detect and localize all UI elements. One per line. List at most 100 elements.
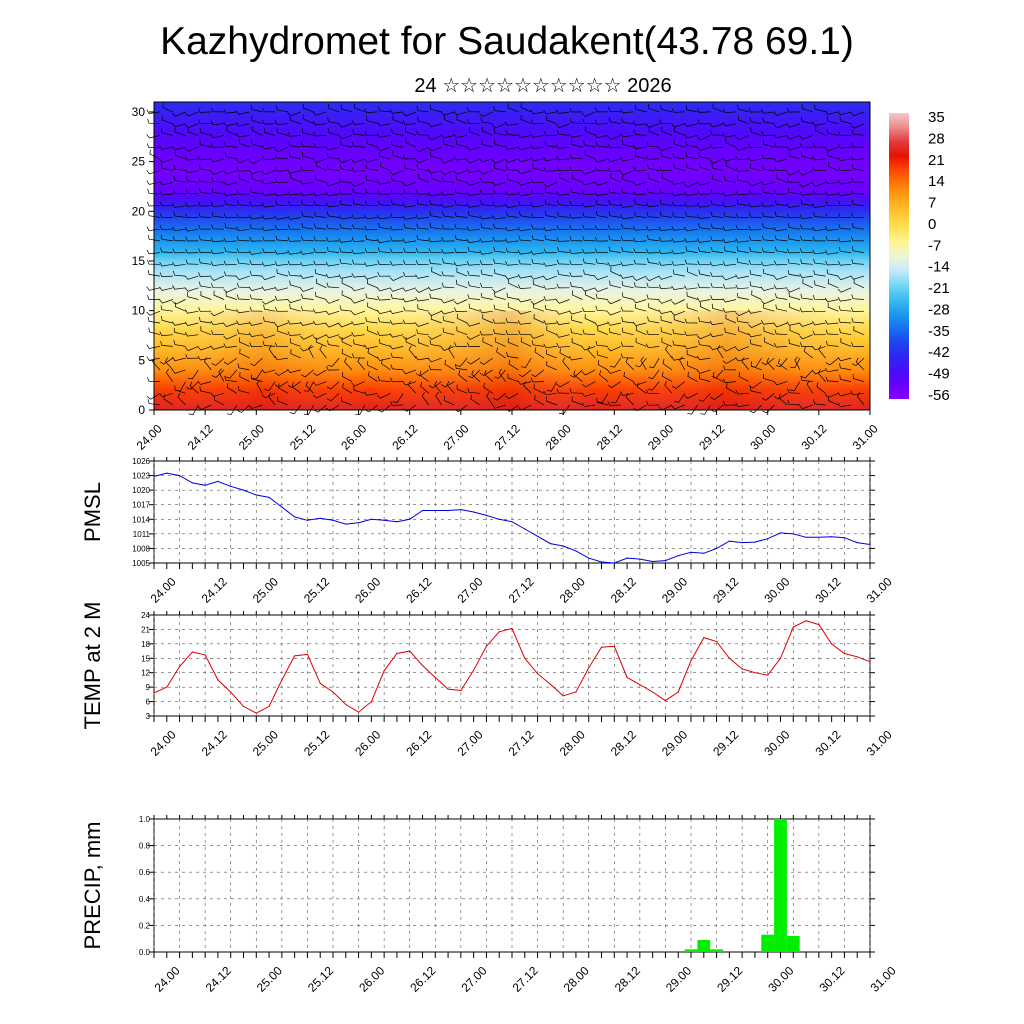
wind-barb	[418, 173, 429, 183]
wind-barb	[530, 156, 545, 162]
wind-barb	[774, 211, 788, 218]
wind-barb	[402, 287, 417, 292]
wind-barb	[620, 261, 634, 266]
wind-barb	[621, 281, 634, 289]
wind-barb	[274, 322, 289, 328]
colorbar-fill	[889, 113, 909, 399]
wind-barb	[696, 146, 711, 151]
wind-barb	[147, 269, 161, 277]
wind-barb	[812, 320, 826, 326]
wind-barb	[223, 334, 237, 340]
wind-barb	[223, 213, 237, 219]
wind-barb	[660, 151, 673, 160]
wind-barb	[146, 393, 161, 400]
pmsl-point	[728, 540, 731, 542]
wind-barb	[543, 167, 557, 172]
wind-barb	[710, 223, 724, 230]
temp-point	[703, 637, 705, 639]
wind-barb	[184, 346, 199, 352]
wind-barb	[722, 261, 737, 266]
temp-point	[242, 705, 245, 708]
wind-barb	[381, 359, 391, 371]
precip-xtick-label: 31.00	[868, 963, 899, 994]
wind-barb	[684, 191, 698, 196]
wind-barb	[184, 321, 199, 326]
wind-barb	[338, 158, 353, 164]
wind-barb	[160, 305, 173, 312]
wind-barb	[709, 332, 724, 338]
wind-barb	[365, 317, 378, 324]
wind-barb	[620, 214, 634, 220]
pmsl-point	[242, 489, 245, 491]
wind-barb	[648, 126, 660, 136]
wind-barb	[351, 167, 365, 172]
wind-barb	[367, 348, 378, 359]
wind-barb	[518, 259, 532, 265]
wind-barb	[261, 286, 276, 291]
wind-barb	[430, 104, 442, 113]
wind-barb	[200, 326, 212, 336]
wind-barb	[850, 123, 865, 129]
wind-barb	[236, 213, 250, 219]
wind-barb	[364, 344, 378, 349]
wind-barb	[508, 278, 519, 289]
wind-barb	[173, 327, 186, 336]
temp-point	[281, 679, 283, 681]
wind-barb	[146, 143, 161, 148]
wind-barb	[659, 119, 673, 125]
wind-barb	[735, 190, 749, 196]
wind-barb	[544, 211, 557, 218]
wind-barb	[673, 163, 685, 171]
wind-barb	[803, 346, 814, 359]
wind-barb	[443, 139, 455, 148]
cs-xtick-label: 26.12	[389, 421, 420, 452]
wind-barb	[684, 344, 698, 350]
wind-barb	[582, 307, 596, 313]
wind-barb	[287, 190, 301, 196]
wind-barb	[851, 342, 864, 347]
wind-barb	[275, 235, 289, 242]
wind-barb	[556, 166, 570, 171]
wind-barb	[198, 177, 212, 183]
wind-barb	[697, 108, 711, 113]
wind-barb	[377, 376, 391, 382]
wind-barb	[594, 181, 609, 186]
wind-barb	[429, 222, 442, 230]
precip-xtick-label: 28.00	[561, 963, 592, 994]
wind-barb	[351, 181, 365, 187]
wind-barb	[594, 119, 609, 125]
wind-barb	[506, 351, 519, 359]
wind-barb	[261, 191, 276, 196]
wind-barb	[659, 188, 673, 195]
temp-point	[460, 689, 462, 692]
wind-barb	[248, 321, 263, 326]
pmsl-point	[460, 509, 462, 511]
wind-barb	[748, 181, 762, 187]
wind-barb	[186, 176, 199, 183]
wind-barb	[223, 357, 238, 365]
wind-barb	[684, 285, 698, 290]
wind-barb	[434, 380, 442, 394]
wind-barb	[684, 181, 698, 188]
temp-xtick-label: 26.12	[403, 727, 434, 758]
wind-barb	[595, 340, 609, 347]
wind-barb	[517, 274, 532, 279]
pmsl-point	[191, 482, 193, 484]
wind-barb	[824, 179, 839, 185]
wind-barb	[417, 116, 429, 125]
wind-barb	[645, 202, 660, 207]
wind-barb	[748, 225, 762, 231]
wind-barb	[749, 117, 762, 125]
wind-barb	[441, 236, 455, 242]
wind-barb	[378, 222, 391, 230]
wind-barb	[595, 211, 609, 218]
wind-barb	[300, 141, 314, 148]
wind-barb	[530, 377, 545, 383]
wind-barb	[648, 103, 660, 113]
wind-barb	[787, 177, 801, 183]
wind-barb	[198, 306, 212, 312]
wind-barb	[658, 299, 673, 304]
wind-barb	[274, 225, 289, 230]
wind-barb	[275, 153, 289, 160]
wind-barb	[223, 322, 237, 328]
